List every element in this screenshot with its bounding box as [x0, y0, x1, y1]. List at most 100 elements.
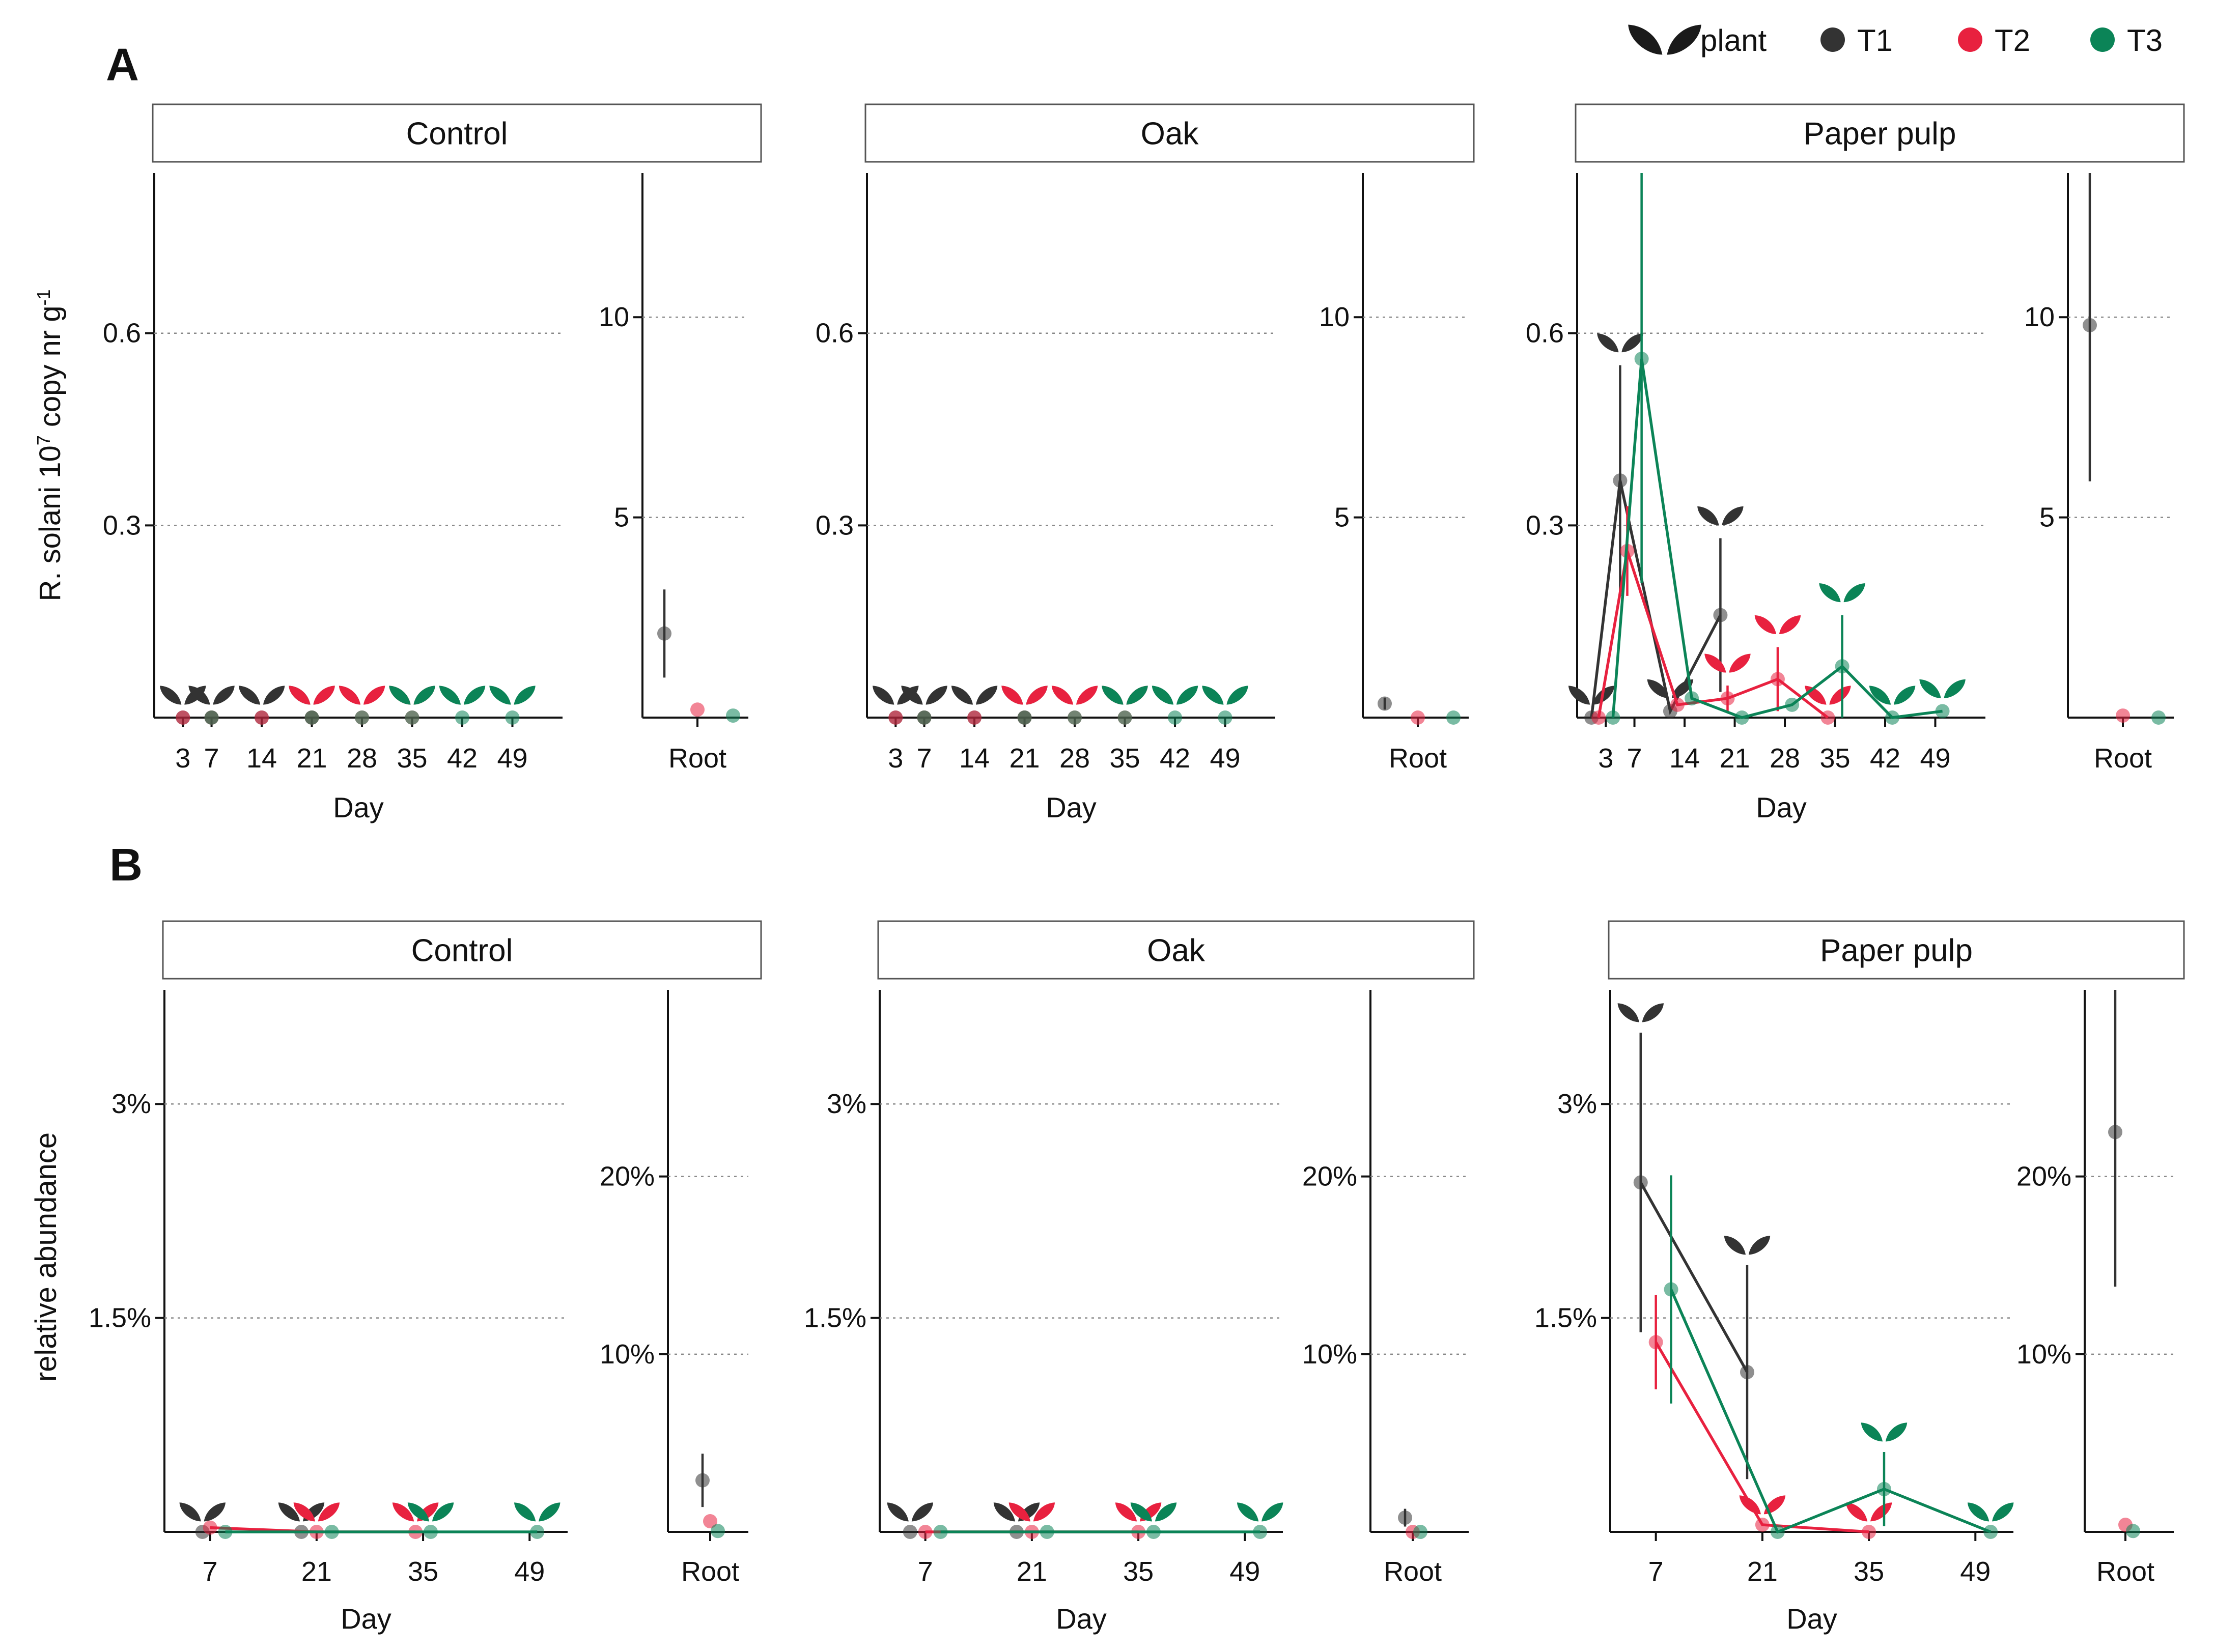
panel-b-oak-x-tick-label: 49 [1229, 1556, 1260, 1587]
panel-a-oak-t3-point [1117, 710, 1132, 725]
panel-a-oak-strip [864, 103, 1475, 163]
panel-b-control-y-tick-label: 1.5% [89, 1303, 151, 1333]
panel-a-paper-pulp-root-x-tick-label: Root [2094, 743, 2152, 774]
panel-b-paper-pulp-root-t1-point [2108, 1125, 2122, 1140]
y-title-sup: 7 [33, 435, 54, 445]
panel-a-paper-pulp-t3-point [1835, 659, 1849, 674]
panel-b-paper-pulp-x-tick-label: 21 [1747, 1556, 1778, 1587]
panel-a-oak-y-tick-label: 0.3 [816, 510, 854, 540]
panel-a-oak-t3-point [1218, 710, 1232, 725]
panel-a-oak-t2-point [888, 710, 903, 725]
panel-b-paper-pulp-t1-plant-icon [1617, 1003, 1664, 1022]
panel-a-oak-x-tick-label: 42 [1160, 743, 1190, 774]
panel-b-paper-pulp-t3-point [1664, 1282, 1678, 1297]
panel-a-control-t2-plant-icon [339, 686, 385, 705]
panel-b-paper-pulp-y-tick-label: 3% [1557, 1089, 1597, 1119]
panel-b-control-t3-plant-icon [514, 1502, 560, 1522]
panel-b-y-axis-title: relative abundance [30, 1132, 63, 1382]
panel-a-paper-pulp-t2-point [1820, 710, 1835, 725]
panel-a-control-root-y-tick-label: 10 [599, 302, 629, 332]
panel-a-oak-t3-plant-icon [1152, 686, 1198, 705]
panel-a-paper-pulp-t2-point [1591, 710, 1606, 725]
panel-a-control-t2-plant-icon [289, 686, 335, 705]
legend-label-t1: T1 [1857, 23, 1893, 58]
panel-a-paper-pulp-y-tick-label: 0.6 [1526, 318, 1564, 349]
panel-a-paper-pulp-t3-point [1685, 691, 1699, 706]
panel-b-oak-x-tick-label: 7 [918, 1556, 933, 1587]
panel-a-oak-root-x-tick-label: Root [1389, 743, 1447, 774]
panel-a-y-axis-title: R. solani 107 copy nr g-1 [33, 289, 67, 601]
panel-b-paper-pulp-root-t3-point [2126, 1524, 2140, 1539]
panel-b-control-strip [162, 920, 762, 980]
panel-b-paper-pulp-t1-plant-icon [1724, 1236, 1771, 1255]
panel-a-paper-pulp-t1-plant-icon [1597, 333, 1643, 353]
panel-a-control-t3-point [304, 710, 319, 725]
panel-a-paper-pulp-t3-plant-icon [1819, 583, 1865, 603]
panel-b-paper-pulp-x-tick-label: 35 [1854, 1556, 1884, 1587]
panel-a-control-root-t2-point [690, 702, 705, 717]
panel-a-paper-pulp-y-tick-label: 0.3 [1526, 510, 1564, 540]
panel-b-oak-t1-point [903, 1525, 917, 1539]
legend-plant-icon [1628, 24, 1701, 55]
panel-a-paper-pulp-root-t1-point [2083, 318, 2097, 332]
panel-a-oak-t2-plant-icon [1051, 686, 1098, 705]
panel-a-paper-pulp-root-y-tick-label: 10 [2024, 302, 2055, 332]
panel-a-control-t2-point [176, 710, 190, 725]
panel-a-oak-t1-plant-icon [901, 686, 947, 705]
legend-label-t2: T2 [1995, 23, 2030, 58]
panel-b-control-root-t3-point [711, 1524, 725, 1539]
panel-a-paper-pulp-strip [1575, 103, 2185, 163]
panel-a-oak-root-t1-point [1378, 696, 1392, 711]
panel-a-control-t3-plant-icon [489, 686, 536, 705]
panel-a-control-t3-point [405, 710, 419, 725]
panel-a-paper-pulp-t1-point [1613, 473, 1628, 488]
panel-a-paper-pulp-t3-line [1611, 358, 1943, 719]
panel-a-paper-pulp-x-tick-label: 35 [1819, 743, 1850, 774]
panel-a-control-t3-point [355, 710, 370, 725]
panel-a-paper-pulp-t3-point [1634, 352, 1649, 366]
panel-b-oak-t3-plant-icon [1237, 1502, 1283, 1522]
panel-b-oak-x-tick-label: 21 [1017, 1556, 1047, 1587]
panel-a-control-x-tick-label: 21 [297, 743, 327, 774]
panel-b-oak-y-tick-label: 1.5% [804, 1303, 866, 1333]
panel-a-paper-pulp-t3-point [1785, 697, 1800, 712]
panel-a-oak-strip-label: Oak [1141, 117, 1199, 152]
panel-b-control-t3-point [530, 1525, 545, 1539]
panel-a-control-y-tick-label: 0.3 [103, 510, 141, 540]
legend: plant T1 T2 T3 [1628, 23, 2163, 58]
panel-b-oak-x-tick-label: 35 [1123, 1556, 1154, 1587]
panel-a-paper-pulp-t3-plant-icon [1869, 686, 1916, 705]
legend-marker-t2 [1958, 27, 1982, 52]
panel-a-paper-pulp-t2-point [1670, 697, 1685, 712]
panel-b-paper-pulp-t3-point [1876, 1482, 1891, 1496]
panel-a-paper-pulp-t3-point [1606, 710, 1620, 725]
panel-a-oak-t3-point [1068, 710, 1082, 725]
panel-b-control-t2-point [203, 1520, 217, 1535]
panel-b-control-t1-plant-icon [179, 1502, 226, 1522]
panel-a-control-t1-plant-icon [188, 686, 235, 705]
panel-a-oak-t3-plant-icon [1102, 686, 1148, 705]
panel-a-paper-pulp-t1-plant-icon [1697, 506, 1744, 526]
panel-a-control-x-tick-label: 42 [447, 743, 478, 774]
panel-a-control-t3-point [204, 710, 219, 725]
panel-a-oak-t3-point [1168, 710, 1183, 725]
panel-a-oak-root-y-tick-label: 10 [1319, 302, 1350, 332]
panel-b-paper-pulp-t3-line [1670, 1289, 1992, 1534]
panel-a-paper-pulp-root-y-tick-label: 5 [2039, 502, 2055, 533]
panel-a-paper-pulp-t1-point [1713, 608, 1728, 622]
panel-a-oak-x-axis-title: Day [1046, 791, 1097, 823]
panel-a-paper-pulp-t2-point [1720, 691, 1735, 706]
panel-b-paper-pulp-t1-line [1639, 1182, 1749, 1373]
panel-b-paper-pulp-t2-point [1648, 1335, 1663, 1350]
panel-a-paper-pulp-x-tick-label: 42 [1870, 743, 1900, 774]
panel-b-control-t3-point [218, 1525, 233, 1539]
panel-a-control-root-y-tick-label: 5 [614, 502, 629, 533]
panel-b-control-x-tick-label: 21 [301, 1556, 332, 1587]
panel-b-oak-x-axis-title: Day [1056, 1603, 1107, 1635]
panel-b-paper-pulp-t2-plant-icon [1845, 1502, 1892, 1522]
panel-a-paper-pulp-t3-point [1734, 710, 1749, 725]
panel-b-oak-t2-point [918, 1525, 933, 1539]
panel-a-oak-x-tick-label: 7 [917, 743, 932, 774]
panel-a-control-x-tick-label: 35 [397, 743, 427, 774]
